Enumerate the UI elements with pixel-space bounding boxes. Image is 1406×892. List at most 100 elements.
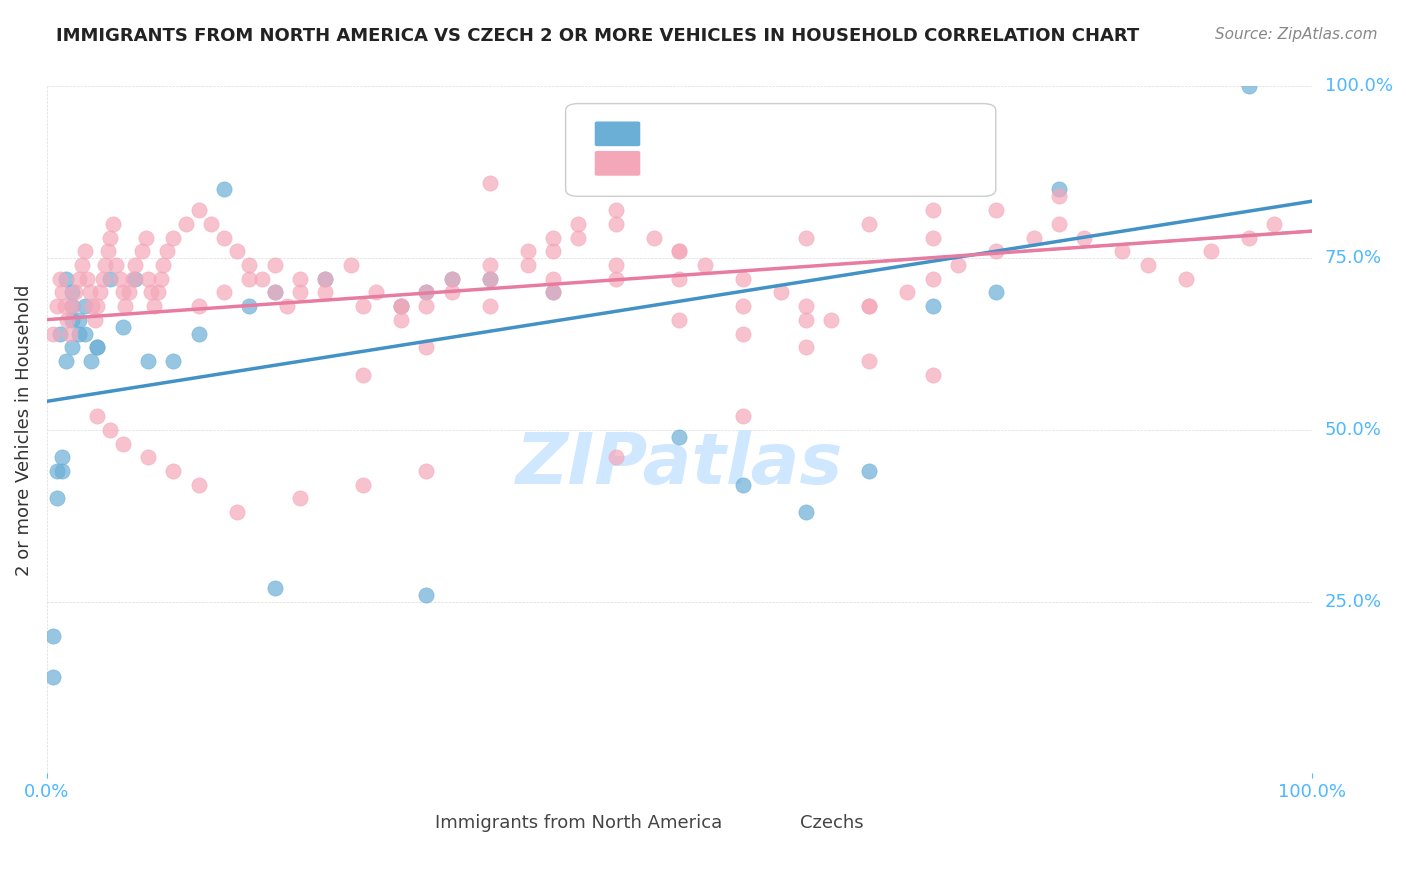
Point bbox=[91, 271, 114, 285]
Text: Immigrants from North America: Immigrants from North America bbox=[434, 814, 721, 832]
Point bbox=[89, 285, 111, 300]
Point bbox=[225, 505, 247, 519]
Point bbox=[731, 326, 754, 341]
Point bbox=[263, 258, 285, 272]
Point bbox=[118, 285, 141, 300]
Point bbox=[794, 340, 817, 354]
Point bbox=[1111, 244, 1133, 259]
Text: ZIPatlas: ZIPatlas bbox=[516, 430, 844, 499]
Point bbox=[97, 244, 120, 259]
Point bbox=[238, 299, 260, 313]
Point bbox=[124, 271, 146, 285]
Point bbox=[124, 258, 146, 272]
Point bbox=[731, 477, 754, 491]
Point bbox=[858, 354, 880, 368]
Point bbox=[105, 258, 128, 272]
Point bbox=[605, 202, 627, 217]
Point bbox=[984, 202, 1007, 217]
Text: IMMIGRANTS FROM NORTH AMERICA VS CZECH 2 OR MORE VEHICLES IN HOUSEHOLD CORRELATI: IMMIGRANTS FROM NORTH AMERICA VS CZECH 2… bbox=[56, 27, 1139, 45]
Point bbox=[921, 230, 943, 244]
FancyBboxPatch shape bbox=[565, 103, 995, 196]
Point bbox=[148, 285, 170, 300]
Text: 25.0%: 25.0% bbox=[1324, 592, 1382, 610]
Point bbox=[415, 285, 437, 300]
Point bbox=[59, 326, 82, 341]
Point bbox=[82, 299, 104, 313]
Point bbox=[238, 271, 260, 285]
Point bbox=[440, 271, 463, 285]
Point bbox=[820, 313, 842, 327]
Point bbox=[352, 299, 374, 313]
Point bbox=[794, 505, 817, 519]
Point bbox=[162, 354, 184, 368]
Y-axis label: 2 or more Vehicles in Household: 2 or more Vehicles in Household bbox=[15, 285, 32, 575]
Point bbox=[200, 217, 222, 231]
Point bbox=[731, 409, 754, 423]
Point bbox=[42, 629, 65, 643]
Point bbox=[858, 299, 880, 313]
Point bbox=[1047, 182, 1070, 196]
Point bbox=[63, 285, 86, 300]
Point bbox=[46, 491, 69, 506]
Point bbox=[541, 285, 564, 300]
Point bbox=[276, 299, 298, 313]
Point bbox=[60, 299, 83, 313]
Point bbox=[86, 340, 108, 354]
Point bbox=[55, 354, 77, 368]
Point bbox=[79, 285, 101, 300]
FancyBboxPatch shape bbox=[721, 808, 758, 826]
Point bbox=[1237, 230, 1260, 244]
Point bbox=[946, 258, 969, 272]
Point bbox=[187, 326, 209, 341]
Point bbox=[352, 368, 374, 382]
Point bbox=[1199, 244, 1222, 259]
Point bbox=[263, 285, 285, 300]
Point bbox=[668, 244, 690, 259]
Point bbox=[67, 326, 90, 341]
Point bbox=[1263, 217, 1285, 231]
Point bbox=[314, 271, 336, 285]
Point bbox=[131, 244, 153, 259]
Point bbox=[46, 464, 69, 478]
Point bbox=[921, 202, 943, 217]
Point bbox=[60, 285, 83, 300]
Point bbox=[149, 271, 172, 285]
Point bbox=[187, 477, 209, 491]
Point bbox=[111, 436, 134, 450]
Point bbox=[250, 271, 273, 285]
Point bbox=[921, 368, 943, 382]
Point bbox=[339, 258, 361, 272]
Text: Source: ZipAtlas.com: Source: ZipAtlas.com bbox=[1215, 27, 1378, 42]
Point bbox=[42, 326, 65, 341]
Point bbox=[769, 285, 792, 300]
Text: 100.0%: 100.0% bbox=[1324, 78, 1393, 95]
Point bbox=[352, 477, 374, 491]
Point bbox=[111, 319, 134, 334]
Point bbox=[174, 217, 197, 231]
Point bbox=[60, 313, 83, 327]
Point bbox=[122, 271, 145, 285]
Point bbox=[478, 299, 501, 313]
Point bbox=[516, 258, 538, 272]
Text: 75.0%: 75.0% bbox=[1324, 249, 1382, 267]
Point bbox=[212, 285, 235, 300]
Point bbox=[668, 244, 690, 259]
Point bbox=[541, 244, 564, 259]
Point bbox=[76, 271, 98, 285]
Point bbox=[984, 244, 1007, 259]
Point bbox=[896, 285, 918, 300]
Point bbox=[136, 450, 159, 465]
Point bbox=[42, 670, 65, 684]
Point bbox=[1047, 217, 1070, 231]
Point bbox=[98, 423, 121, 437]
Point bbox=[364, 285, 387, 300]
Point bbox=[162, 230, 184, 244]
Point bbox=[731, 271, 754, 285]
Point bbox=[111, 285, 134, 300]
Point bbox=[731, 161, 754, 176]
Point bbox=[98, 230, 121, 244]
Point bbox=[314, 285, 336, 300]
Point bbox=[288, 271, 311, 285]
Point bbox=[794, 230, 817, 244]
Point bbox=[921, 299, 943, 313]
